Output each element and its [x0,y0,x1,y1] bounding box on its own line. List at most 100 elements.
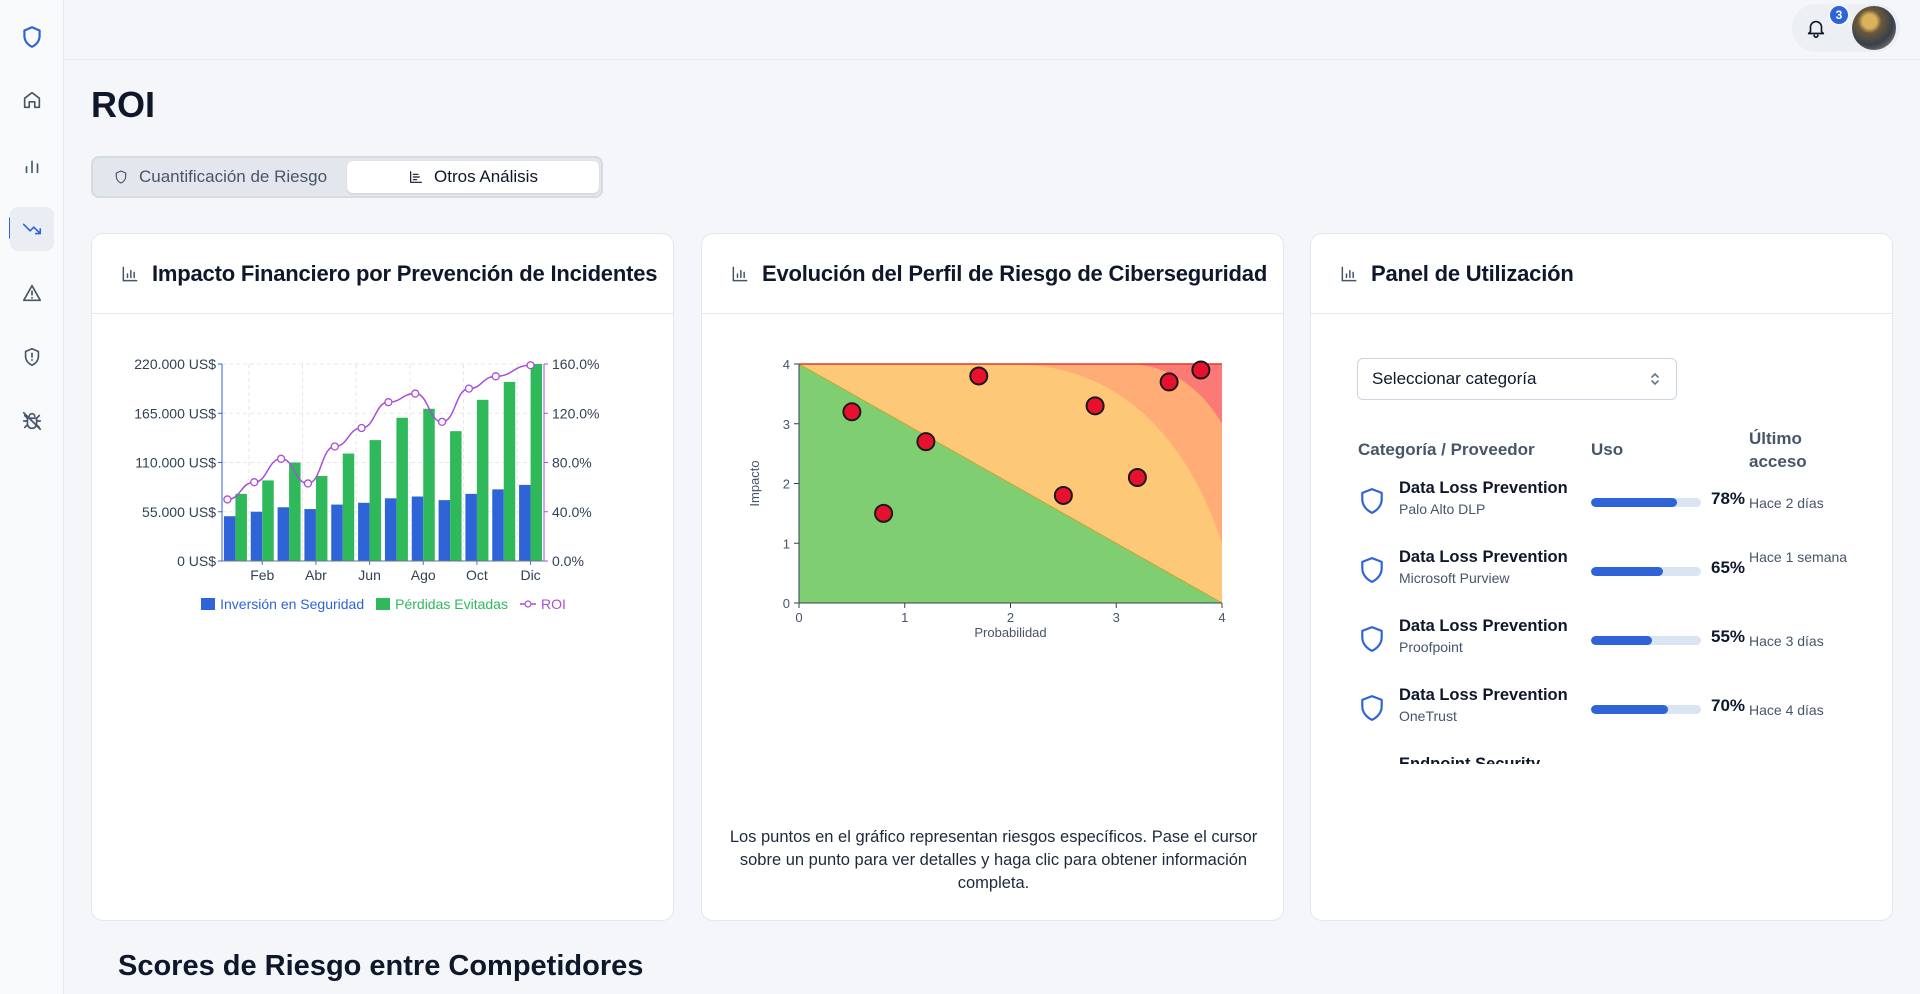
usage-percent: 78% [1711,489,1746,508]
table-row[interactable]: Data Loss Prevention Palo Alto DLP 78% Hace… [1311,479,1894,547]
risk-point[interactable] [1085,396,1105,416]
usage-percent: 70% [1711,696,1746,715]
bar-investment [304,509,316,561]
usage-bar [1591,498,1701,507]
risk-point[interactable] [1191,360,1211,380]
last-access: Hace 1 semana [1749,549,1848,565]
table-row[interactable]: Endpoint SecurityCrowdstrike Falcon92%Ha… [1311,755,1894,764]
bar-avoided-losses [530,364,543,561]
row-category: Data Loss Prevention [1399,686,1568,704]
x-tick-label: 3 [1113,610,1120,625]
user-menu[interactable]: 3 [1792,4,1900,52]
legend-item-roi[interactable]: ROI [519,596,566,612]
usage-table-body: Data Loss Prevention Palo Alto DLP 78% Hace… [1311,479,1894,764]
bar-chart-icon[interactable] [10,143,54,187]
card-header: Evolución del Perfil de Riesgo de Cibers… [702,234,1283,314]
row-category: Data Loss Prevention [1399,617,1568,635]
bar-chart-icon [122,266,138,281]
bug-off-icon[interactable] [10,399,54,443]
y-left-tick-label: 0 US$ [177,553,216,569]
legend-item-avoided-losses[interactable]: Pérdidas Evitadas [376,596,508,612]
alert-triangle-icon[interactable] [10,271,54,315]
usage-bar-fill [1591,498,1677,507]
utilization-panel-card: Panel de Utilización Seleccionar categor… [1310,233,1893,921]
bell-icon[interactable] [1802,14,1830,42]
table-row[interactable]: Data Loss Prevention OneTrust 70% Hace 4 dí… [1311,686,1894,754]
y-tick-label: 4 [783,357,790,372]
financial-impact-card: Impacto Financiero por Prevención de Inc… [91,233,674,921]
select-value: Seleccionar categoría [1372,369,1537,388]
home-icon[interactable] [10,78,54,122]
usage-bar-fill [1591,705,1668,714]
bar-chart-icon [732,266,748,281]
shield-alert-icon[interactable] [10,335,54,379]
bar-investment [492,489,504,561]
risk-point[interactable] [1127,468,1147,488]
y-tick-label: 3 [783,417,790,432]
last-access: Hace 4 días [1749,702,1824,718]
table-row[interactable]: Data Loss Prevention Proofpoint 55% Hace 3 … [1311,617,1894,685]
last-access: Hace 3 días [1749,633,1824,649]
roi-point [384,398,393,407]
shield-icon [115,170,127,184]
usage-bar [1591,567,1701,576]
financial-impact-chart: 0 US$ 55.000 US$ 110.000 US$ 165.000 US$ 220… [134,356,599,583]
y-right-tick-label: 160.0% [552,356,599,372]
risk-point[interactable] [1053,485,1073,505]
risk-point[interactable] [874,503,894,523]
roi-point [250,478,259,487]
zone-high [1010,364,1222,544]
lock-icon [1359,763,1385,764]
column-header-category[interactable]: Categoría / Proveedor [1358,440,1535,459]
zone-boundary [798,363,1223,604]
bar-avoided-losses [450,431,462,561]
category-select[interactable]: Seleccionar categoría [1357,358,1677,400]
y-left-tick-label: 220.000 US$ [134,356,216,372]
y-right-tick-label: 40.0% [552,504,592,520]
y-right-tick-label: 80.0% [552,455,592,471]
bar-avoided-losses [423,408,435,561]
roi-point [411,389,420,398]
roi-point [357,423,366,433]
shield-icon [1359,694,1385,722]
usage-percent: 65% [1711,558,1746,577]
usage-bar-fill [1591,567,1663,576]
logo-shield-icon[interactable] [10,15,54,59]
x-tick-label: Feb [250,567,274,583]
trending-down-icon[interactable] [10,207,54,251]
bar-chart-horizontal-icon [410,171,422,183]
legend-label: Inversión en Seguridad [220,596,365,612]
avatar[interactable] [1852,6,1896,50]
tab-other-analysis[interactable]: Otros Análisis [347,161,599,193]
shield-icon [1359,487,1385,515]
card-header: Panel de Utilización [1311,234,1892,314]
column-header-usage[interactable]: Uso [1591,440,1624,459]
tab-risk-quantification[interactable]: Cuantificación de Riesgo [97,161,343,193]
risk-profile-card: Evolución del Perfil de Riesgo de Cibers… [701,233,1284,921]
bar-investment [250,511,263,561]
legend-line-marker [519,600,536,608]
row-category: Endpoint Security [1399,755,1541,764]
y-right-tick-label: 0.0% [552,553,584,569]
chevron-up-down-icon [1648,370,1662,388]
legend-item-investment[interactable]: Inversión en Seguridad [201,596,364,612]
risk-point[interactable] [969,366,989,386]
risk-point[interactable] [916,432,936,452]
bar-investment [411,496,424,561]
x-tick-label: Oct [466,567,488,583]
table-row[interactable]: Data Loss Prevention Microsoft Purview 65%… [1311,548,1894,616]
y-left-tick-label: 165.000 US$ [134,405,216,421]
x-tick-label: Dic [520,567,540,583]
bar-investment [519,484,531,561]
risk-point[interactable] [842,402,862,422]
roi-point [464,384,474,393]
bar-chart-icon [1341,266,1357,281]
last-access: Hace 2 días [1749,495,1824,511]
y-tick-label: 2 [783,477,790,492]
column-header-last-access[interactable]: Último acceso [1749,429,1807,471]
bar-avoided-losses [262,480,274,561]
risk-point[interactable] [1159,372,1179,392]
bar-avoided-losses [315,475,328,561]
bar-investment [277,507,290,561]
x-tick-label: 0 [795,610,802,625]
